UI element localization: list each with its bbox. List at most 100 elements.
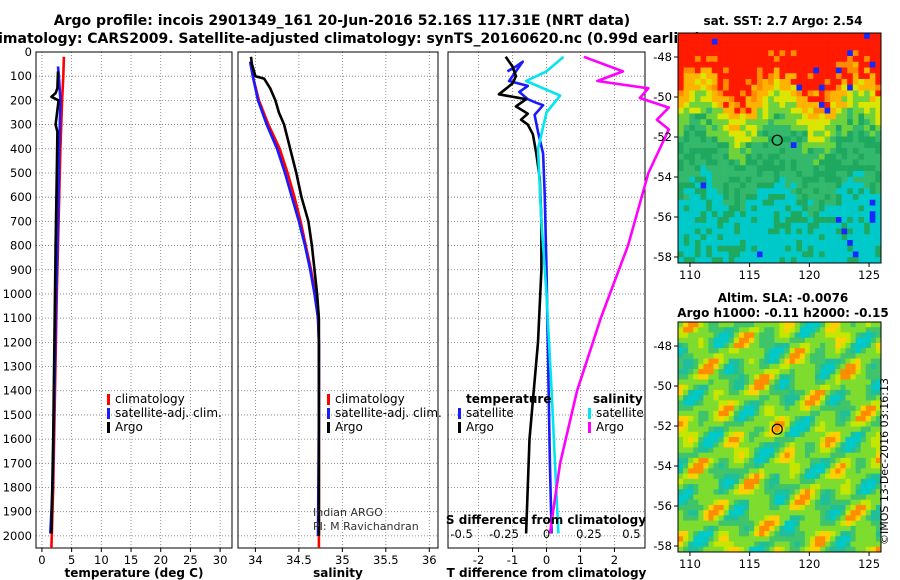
map-x-tick-label: 115 bbox=[739, 268, 761, 282]
legend-label: Argo bbox=[115, 420, 143, 434]
legend-swatch bbox=[107, 422, 110, 433]
y-tick-label: 600 bbox=[10, 190, 32, 204]
figure-title-line2: Climatology: CARS2009. Satellite-adjuste… bbox=[0, 31, 701, 47]
legend-label: Argo bbox=[466, 420, 494, 434]
legend-label: satellite bbox=[466, 406, 514, 420]
y-tick-label: 1300 bbox=[3, 360, 32, 374]
map-y-tick-label: -58 bbox=[653, 539, 672, 553]
x-axis-label: T difference from climatology bbox=[447, 566, 647, 580]
x-tick-label: 10 bbox=[94, 553, 109, 567]
x-axis-label: salinity bbox=[313, 566, 363, 580]
plot-frame bbox=[237, 51, 439, 549]
legend-swatch bbox=[327, 408, 330, 419]
x-tick-label: 34.5 bbox=[286, 553, 312, 567]
y-tick-label: 1000 bbox=[3, 287, 32, 301]
series-line-salinity-argo bbox=[548, 55, 671, 534]
annotation-pi: PI: M Ravichandran bbox=[313, 520, 419, 533]
legend-swatch bbox=[458, 422, 461, 433]
legend-label: Argo bbox=[596, 420, 624, 434]
legend-temperature-title: temperature bbox=[466, 392, 551, 406]
x-tick-label: 15 bbox=[124, 553, 139, 567]
legend-swatch bbox=[327, 422, 330, 433]
map-x-tick-label: 115 bbox=[739, 557, 761, 571]
argo-location-marker bbox=[771, 134, 783, 146]
legend-swatch bbox=[458, 408, 461, 419]
sla-field bbox=[678, 322, 882, 553]
legend-label: climatology bbox=[115, 392, 185, 406]
sst-map-title: sat. SST: 2.7 Argo: 2.54 bbox=[703, 14, 862, 28]
y-tick-label: 400 bbox=[10, 142, 32, 156]
sla-map-title-line1: Altim. SLA: -0.0076 bbox=[718, 291, 849, 305]
y-tick-label: 1600 bbox=[3, 432, 32, 446]
map-x-tick-label: 125 bbox=[858, 268, 880, 282]
y-tick-label: 1500 bbox=[3, 408, 32, 422]
map-y-tick-label: -48 bbox=[653, 339, 672, 353]
map-y-tick-label: -50 bbox=[653, 90, 672, 104]
annotation-indian-argo: Indian ARGO bbox=[313, 506, 383, 519]
map-x-tick-label: 120 bbox=[798, 268, 820, 282]
map-y-tick-label: -54 bbox=[653, 170, 672, 184]
salinity-diff-tick-label: 0 bbox=[543, 527, 550, 541]
y-tick-label: 1400 bbox=[3, 384, 32, 398]
y-tick-label: 1200 bbox=[3, 335, 32, 349]
salinity-panel: 34 34.5 35 35.5 36 salinity climatologysatelli… bbox=[237, 51, 442, 580]
salinity-diff-tick-label: -0.5 bbox=[450, 527, 472, 541]
y-tick-label: 1800 bbox=[3, 481, 32, 495]
x-tick-label: 25 bbox=[183, 553, 198, 567]
salinity-diff-tick-label: 0.25 bbox=[576, 527, 602, 541]
sst-map: -48 -50 -52 -54 -56 -58 110 115 120 125 bbox=[653, 32, 882, 282]
map-y-tick-label: -56 bbox=[653, 499, 672, 513]
y-tick-label: 100 bbox=[10, 69, 32, 83]
map-x-tick-label: 120 bbox=[798, 557, 820, 571]
map-x-tick-label: 110 bbox=[679, 557, 701, 571]
legend-swatch bbox=[107, 394, 110, 405]
legend-salinity-title: salinity bbox=[593, 392, 643, 406]
series-line-argo bbox=[249, 56, 321, 536]
legend-label: climatology bbox=[335, 392, 405, 406]
y-tick-label: 500 bbox=[10, 166, 32, 180]
x-tick-label: 35 bbox=[335, 553, 350, 567]
difference-panel: -2 -1 0 1 2T difference from climatology -0.5… bbox=[446, 51, 671, 580]
legend-swatch bbox=[588, 408, 591, 419]
x-tick-label: 34 bbox=[248, 553, 263, 567]
map-x-tick-label: 125 bbox=[858, 557, 880, 571]
y-tick-label: 0 bbox=[25, 45, 32, 59]
map-y-tick-label: -50 bbox=[653, 379, 672, 393]
y-tick-label: 700 bbox=[10, 214, 32, 228]
y-tick-label: 1900 bbox=[3, 505, 32, 519]
legend-label: satellite-adj. clim. bbox=[335, 406, 442, 420]
map-frame bbox=[677, 32, 882, 264]
legend-swatch bbox=[588, 422, 591, 433]
salinity-diff-tick-label: -0.25 bbox=[489, 527, 519, 541]
x-tick-label: 36 bbox=[422, 553, 437, 567]
series-line-climatology bbox=[248, 61, 321, 548]
y-tick-label: 900 bbox=[10, 263, 32, 277]
legend-label: satellite bbox=[596, 406, 644, 420]
x-tick-label: 5 bbox=[68, 553, 75, 567]
map-y-tick-label: -52 bbox=[653, 419, 672, 433]
map-y-tick-label: -48 bbox=[653, 50, 672, 64]
x-tick-label: 35.5 bbox=[373, 553, 399, 567]
temperature-panel: 0100200300400500600700800900100011001200… bbox=[3, 45, 233, 580]
plot-frame bbox=[35, 51, 233, 549]
legend-label: satellite-adj. clim. bbox=[115, 406, 222, 420]
salinity-diff-axis-label: S difference from climatology bbox=[446, 513, 646, 527]
legend-swatch bbox=[327, 394, 330, 405]
map-y-tick-label: -54 bbox=[653, 459, 672, 473]
map-x-tick-label: 110 bbox=[679, 268, 701, 282]
salinity-diff-tick-label: 0.5 bbox=[622, 527, 640, 541]
sla-map: -48 -50 -52 -54 -56 -58 110 115 120 125 bbox=[653, 321, 882, 571]
y-tick-label: 200 bbox=[10, 93, 32, 107]
series-line-salinity-satellite bbox=[524, 55, 565, 534]
y-tick-label: 1700 bbox=[3, 456, 32, 470]
legend-swatch bbox=[107, 408, 110, 419]
argo-location-marker bbox=[771, 423, 783, 435]
y-tick-label: 1100 bbox=[3, 311, 32, 325]
x-tick-label: 2 bbox=[611, 553, 618, 567]
x-tick-label: 30 bbox=[213, 553, 228, 567]
x-tick-label: -2 bbox=[473, 553, 484, 567]
map-y-tick-label: -56 bbox=[653, 210, 672, 224]
x-tick-label: 20 bbox=[153, 553, 168, 567]
series-line-argo bbox=[50, 71, 60, 534]
